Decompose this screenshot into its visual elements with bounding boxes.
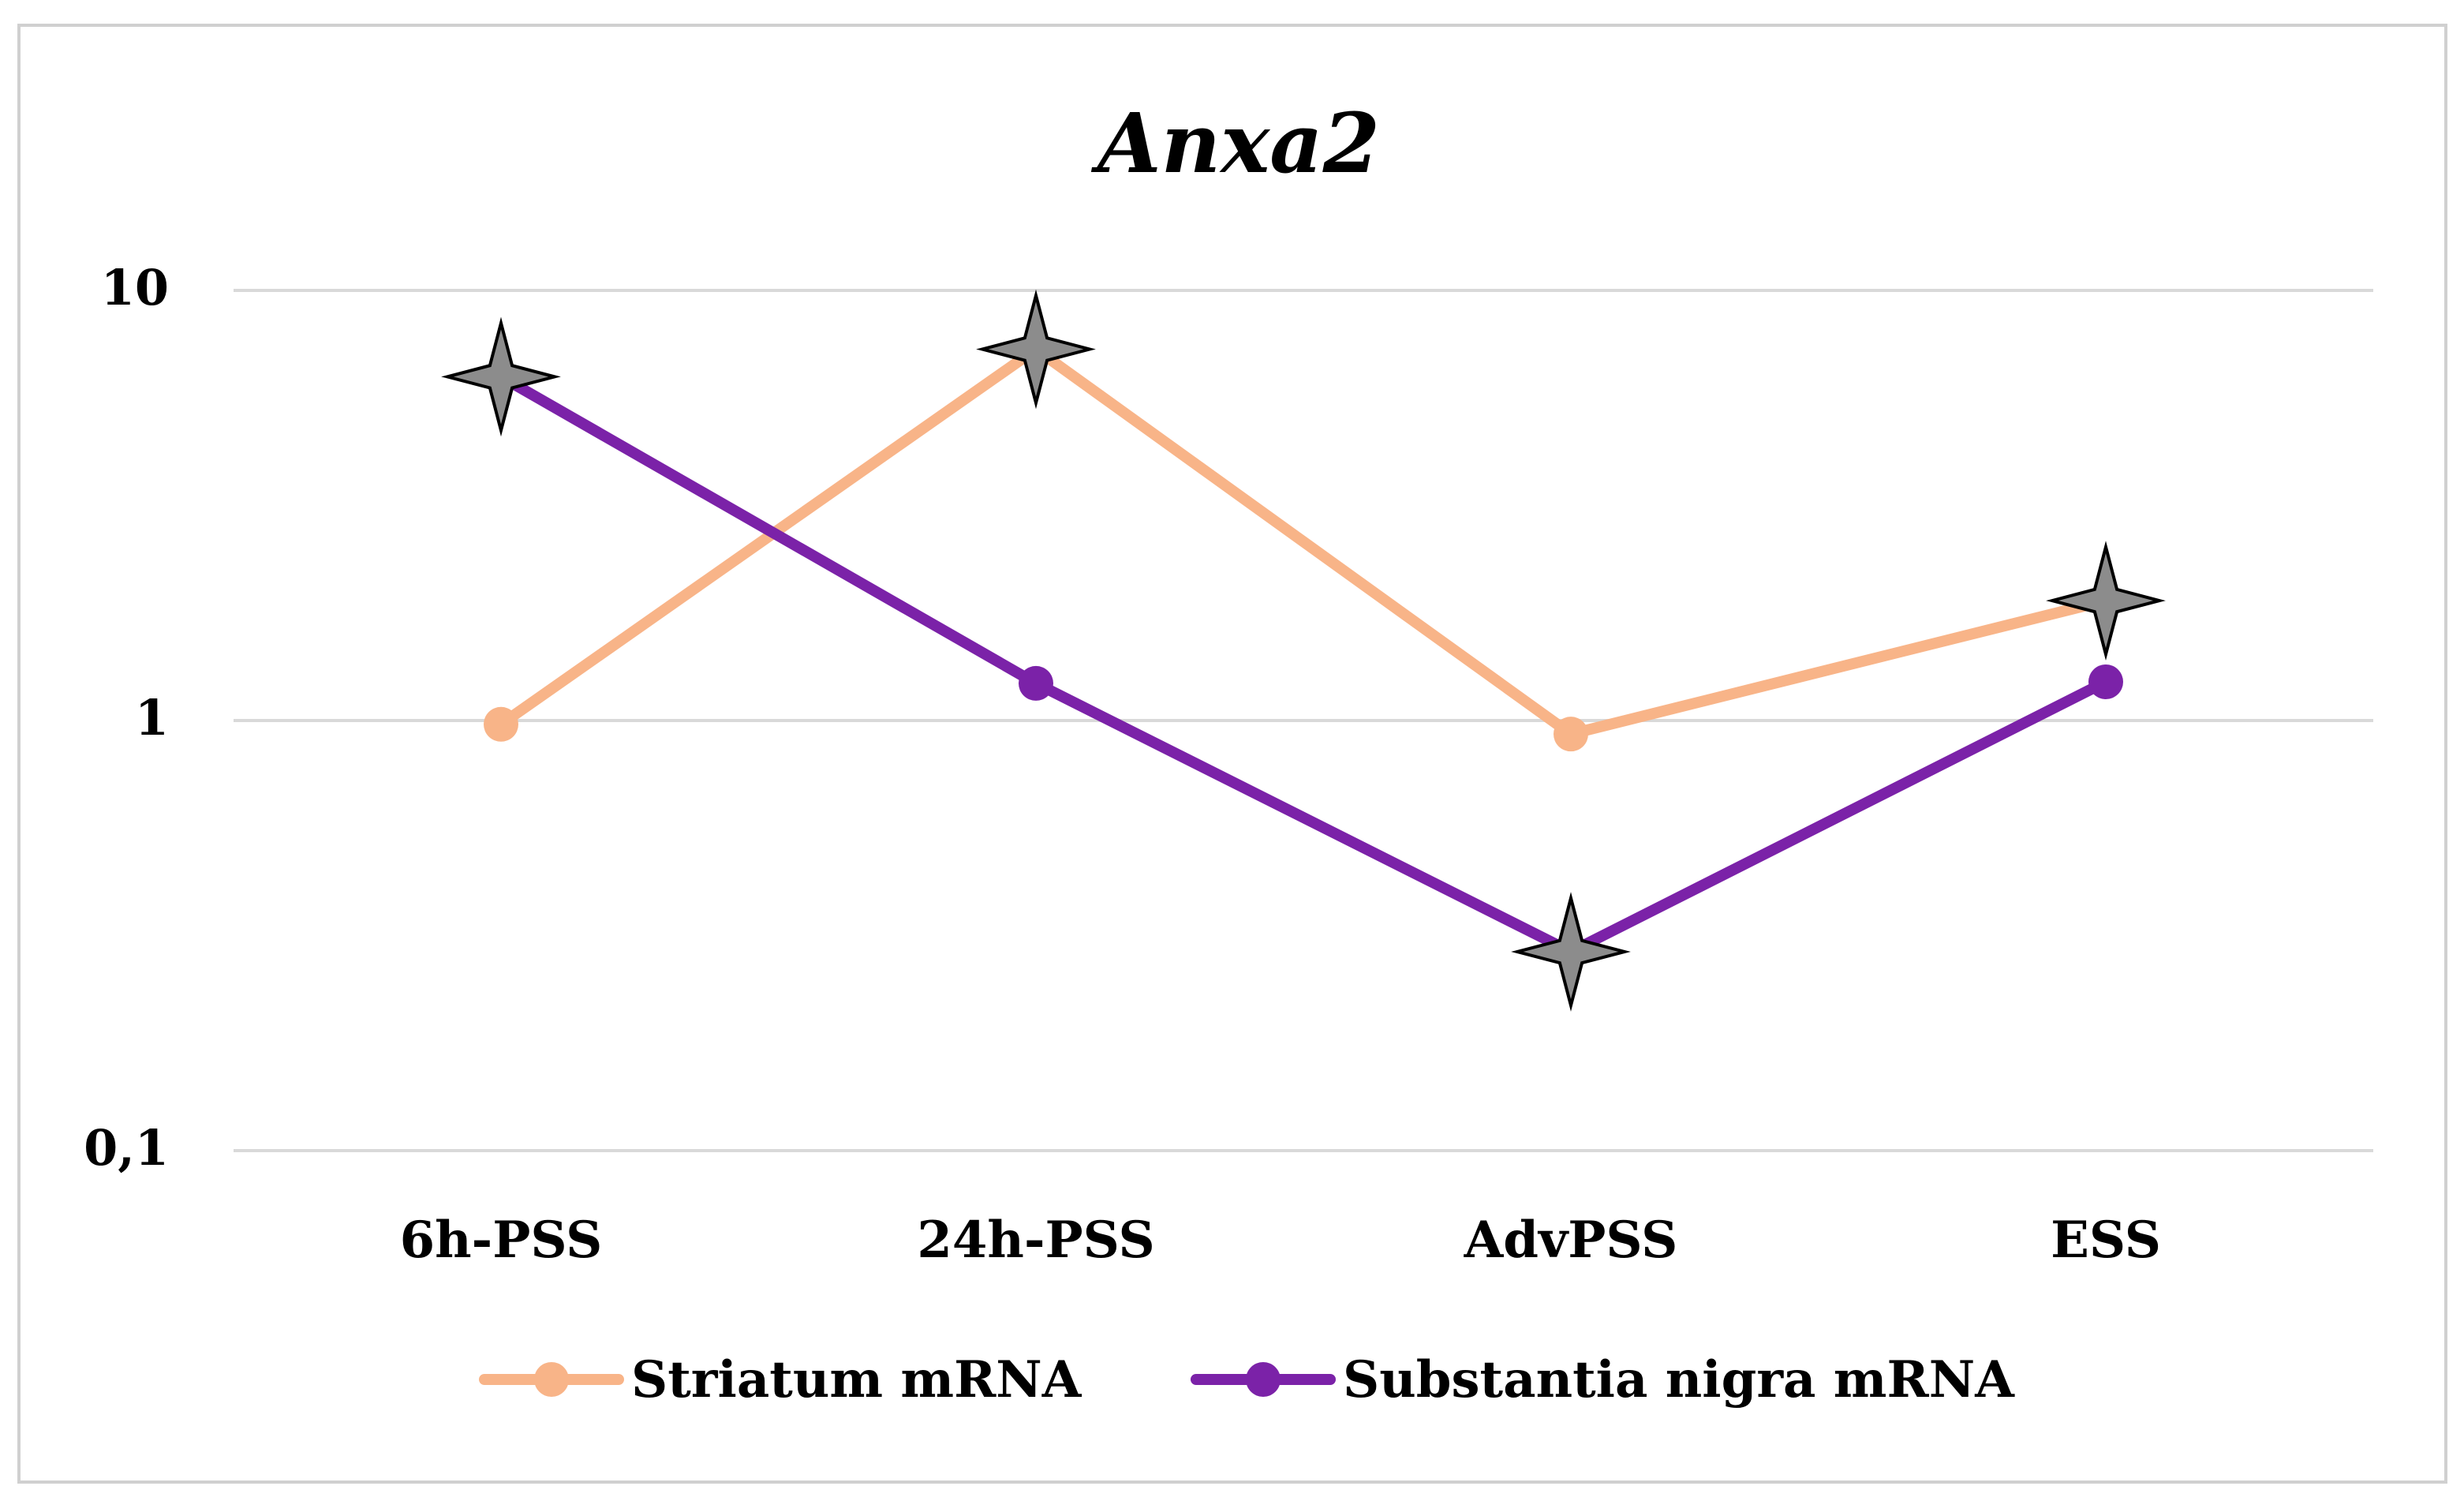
legend-label: Striatum mRNA bbox=[631, 1350, 1082, 1409]
gridlines bbox=[234, 289, 2373, 1152]
x-tick-label: 6h-PSS bbox=[400, 1211, 603, 1270]
x-tick-label: 24h-PSS bbox=[917, 1211, 1154, 1270]
significance-markers bbox=[441, 289, 2166, 1012]
y-tick-label: 10 bbox=[101, 259, 169, 316]
x-axis-ticks: 6h-PSS 24h-PSS AdvPSS ESS bbox=[400, 1211, 2161, 1270]
four-point-star-icon bbox=[1511, 892, 1631, 1012]
series-lines bbox=[495, 343, 2111, 957]
data-point bbox=[1019, 665, 1053, 701]
y-axis-ticks: 10 1 0,1 bbox=[84, 259, 169, 1177]
y-tick-label: 0,1 bbox=[84, 1119, 169, 1177]
chart-border bbox=[17, 24, 2447, 1484]
legend: Striatum mRNA Substantia nigra mRNA bbox=[479, 1350, 2015, 1409]
y-tick-label: 1 bbox=[135, 689, 169, 747]
data-point bbox=[2088, 664, 2123, 700]
x-tick-label: ESS bbox=[2051, 1211, 2161, 1270]
series-line bbox=[495, 371, 2111, 957]
four-point-star-icon bbox=[2046, 541, 2166, 661]
four-point-star-icon bbox=[441, 316, 561, 437]
chart-title: Anxa2 bbox=[1090, 95, 1380, 192]
data-point bbox=[484, 706, 518, 742]
data-point bbox=[1554, 717, 1588, 752]
legend-label: Substantia nigra mRNA bbox=[1343, 1350, 2015, 1409]
series-line bbox=[495, 343, 2111, 740]
x-tick-label: AdvPSS bbox=[1464, 1211, 1678, 1270]
legend-marker bbox=[1246, 1362, 1281, 1397]
legend-marker bbox=[534, 1362, 569, 1397]
four-point-star-icon bbox=[976, 289, 1096, 410]
